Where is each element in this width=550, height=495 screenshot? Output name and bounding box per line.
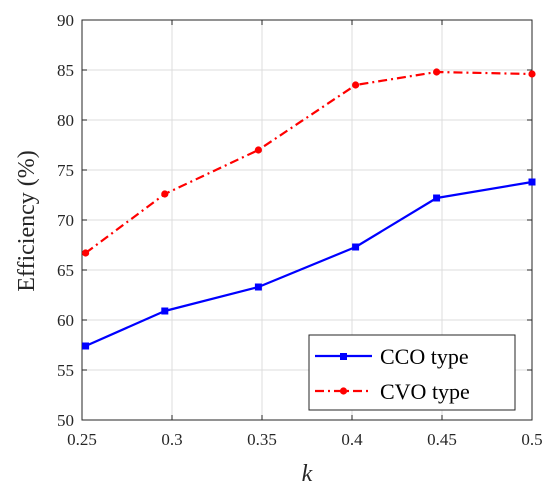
legend-marker-cco [340,353,347,360]
y-axis-title: Efficiency (%) [14,150,40,291]
y-tick-label: 65 [57,261,74,280]
y-tick-label: 85 [57,61,74,80]
series-marker-1 [352,81,360,89]
x-tick-label: 0.25 [67,430,97,449]
y-tick-label: 75 [57,161,74,180]
y-tick-label: 50 [57,411,74,430]
x-tick-label: 0.45 [427,430,457,449]
series-marker-1 [161,190,169,198]
series-marker-1 [82,249,90,257]
legend-box [308,334,516,411]
y-tick-labels: 50 55 60 65 70 75 80 85 90 [57,11,74,430]
series-marker-0 [352,243,360,251]
series-lines [84,70,533,348]
x-tick-label: 0.5 [521,430,542,449]
x-axis-title: k [302,461,313,487]
legend-marker-cvo [339,387,348,395]
x-tick-label: 0.35 [247,430,277,449]
series-marker-0 [254,283,262,291]
legend-label-cvo: CVO type [380,379,470,404]
x-tick-label: 0.4 [341,430,363,449]
y-tick-label: 55 [57,361,74,380]
series-marker-1 [254,146,262,154]
y-tick-label: 60 [57,311,74,330]
y-tick-label: 80 [57,111,74,130]
legend: CCO type CVO type [308,334,516,411]
legend-label-cco: CCO type [380,344,469,369]
series-marker-1 [528,70,536,78]
series-marker-0 [82,342,90,350]
series-markers [82,68,536,350]
x-tick-labels: 0.25 0.3 0.35 0.4 0.45 0.5 [67,430,543,449]
y-tick-label: 90 [57,11,74,30]
series-marker-0 [161,307,169,315]
x-tick-label: 0.3 [161,430,182,449]
series-marker-0 [528,178,536,186]
axis-ticks [81,19,533,421]
series-marker-0 [433,194,441,202]
series-line-1 [84,70,533,254]
series-marker-1 [433,68,441,76]
series-line-0 [85,180,533,348]
y-tick-label: 70 [57,211,74,230]
